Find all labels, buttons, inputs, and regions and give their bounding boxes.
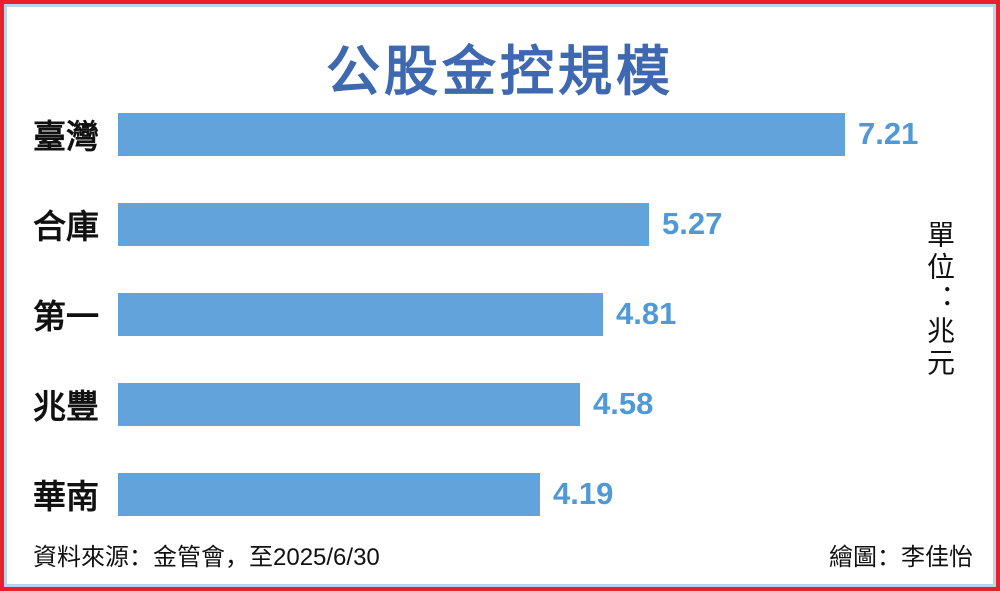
bar-row: 第一 4.81 [7,269,993,359]
category-label: 華南 [33,478,99,515]
value-label: 4.58 [593,386,654,421]
bar-chart: 臺灣 7.21 合庫 5.27 第一 4.81 兆豐 4.58 華南 4.19 [7,89,993,539]
bar-row: 合庫 5.27 [7,179,993,269]
value-label: 4.81 [616,296,677,331]
category-label: 合庫 [33,208,99,245]
bar [118,382,580,426]
value-label: 4.19 [553,476,614,511]
chart-area: 公股金控規模 臺灣 7.21 合庫 5.27 第一 4.81 兆豐 4.58 華南 4.19 單位… [4,4,996,587]
bar-row: 華南 4.19 [7,449,993,539]
category-label: 臺灣 [33,118,99,155]
category-label: 兆豐 [33,388,99,425]
bar-row: 兆豐 4.58 [7,359,993,449]
unit-label: 單位：兆元 [924,220,955,380]
category-label: 第一 [33,298,99,335]
bar [118,292,603,336]
bar [118,112,845,156]
source-note: 資料來源：金管會，至2025/6/30 [33,544,380,571]
value-label: 7.21 [858,116,919,151]
bar [118,202,649,246]
bar [118,472,540,516]
bar-row: 臺灣 7.21 [7,89,993,179]
chart-title: 公股金控規模 [326,42,674,102]
footer: 資料來源：金管會，至2025/6/30 繪圖：李佳怡 [33,537,973,572]
credit-note: 繪圖：李佳怡 [829,544,973,571]
value-label: 5.27 [662,206,723,241]
